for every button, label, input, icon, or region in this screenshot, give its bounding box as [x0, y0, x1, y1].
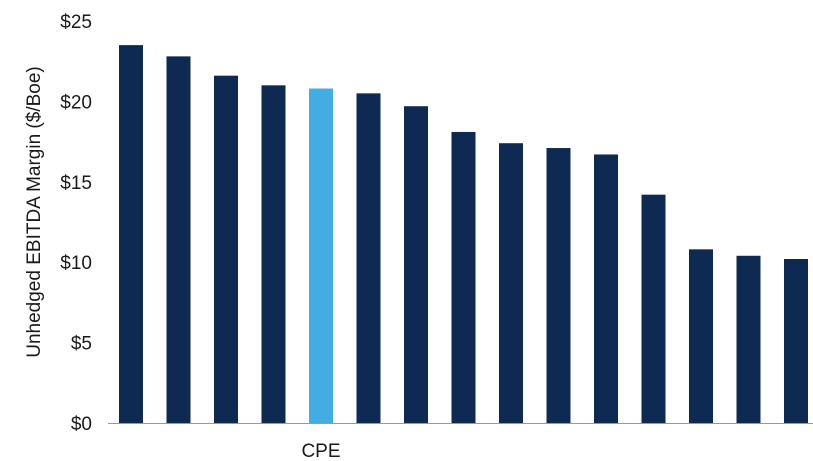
y-tick-label: $0: [71, 414, 92, 435]
bar: [689, 249, 713, 423]
bar: [404, 106, 428, 423]
bar: [736, 255, 761, 423]
bar: [214, 75, 238, 423]
bar: [546, 148, 571, 424]
bar: [356, 93, 381, 424]
bar: [261, 85, 286, 423]
bar: [594, 154, 618, 424]
y-tick-label: $15: [60, 173, 92, 194]
y-tick-label: $20: [60, 92, 92, 113]
y-tick-label: $5: [71, 334, 92, 355]
y-tick-label: $25: [60, 12, 92, 33]
bar: [451, 131, 476, 423]
x-tick-label: CPE: [301, 441, 340, 461]
y-axis-ticks: $0 $5 $10 $15 $20 $25: [60, 12, 92, 435]
bar: [499, 143, 523, 423]
bar: [166, 56, 191, 423]
x-axis-labels: CPE: [301, 441, 340, 461]
y-axis-title: Unhedged EBITDA Margin ($/Boe): [24, 66, 45, 358]
y-tick-label: $10: [60, 253, 92, 274]
bar: [119, 45, 143, 424]
bars: [119, 45, 808, 424]
bar: [641, 194, 666, 423]
bar-highlight: [309, 88, 333, 423]
bar: [784, 258, 808, 423]
